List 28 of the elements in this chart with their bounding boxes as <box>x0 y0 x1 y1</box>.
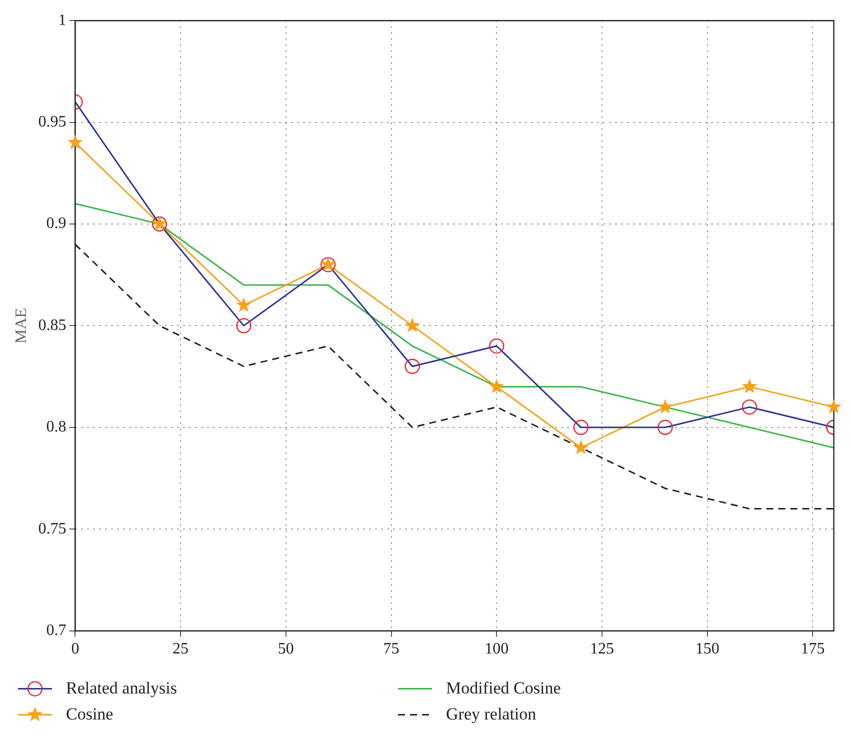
point <box>573 440 589 454</box>
x-tick-label: 100 <box>484 640 509 658</box>
legend-label: Related analysis <box>66 678 177 698</box>
point <box>489 378 504 394</box>
x-tick-label: 150 <box>695 640 720 658</box>
y-axis-title: MAE <box>12 308 30 344</box>
y-tick-label: 0.9 <box>46 215 66 232</box>
point <box>826 399 842 414</box>
x-tick-label: 50 <box>278 640 294 658</box>
y-tick-label: 0.75 <box>38 520 66 538</box>
x-tick-label: 25 <box>172 640 189 658</box>
y-tick-label: 1 <box>58 12 66 29</box>
point <box>742 378 758 394</box>
x-tick-label: 175 <box>800 640 825 658</box>
legend-label: Cosine <box>66 704 114 724</box>
point <box>68 134 83 150</box>
legend-label: Grey relation <box>446 704 537 724</box>
point <box>658 399 673 414</box>
y-tick-label: 0.7 <box>46 622 66 640</box>
y-tick-label: 0.8 <box>46 418 66 436</box>
y-tick-label: 0.85 <box>38 316 66 334</box>
legend-label: Modified Cosine <box>446 678 561 698</box>
x-tick-label: 75 <box>383 640 400 658</box>
x-tick-label: 125 <box>590 640 614 658</box>
point <box>236 297 252 312</box>
x-tick-label: 0 <box>71 640 80 658</box>
point <box>404 318 420 332</box>
y-tick-label: 0.95 <box>38 114 66 131</box>
